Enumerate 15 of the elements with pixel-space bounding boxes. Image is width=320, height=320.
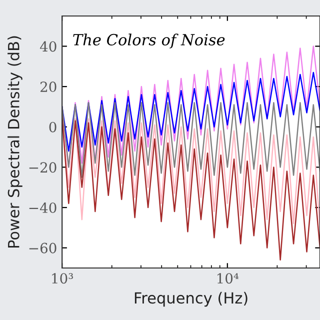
annotation: The Colors of Noise [73,34,225,48]
y-axis-title: Power Spectral Density (dB) [8,36,22,248]
y-tick-label: −20 [29,162,56,173]
line-series [62,116,320,228]
y-tick-label: −40 [29,202,56,213]
y-tick-label: 0 [49,122,56,132]
y-tick-label: −60 [29,242,56,254]
x-axis-title: Frequency (Hz) [134,292,248,307]
line-series [62,72,320,152]
line-series [62,102,320,178]
x-tick-label: 10⁴ [217,273,239,284]
line-series [62,116,320,261]
y-tick-label: 40 [40,41,56,52]
y-tick-label: 20 [40,82,56,92]
x-tick-label: 10³ [52,273,73,284]
